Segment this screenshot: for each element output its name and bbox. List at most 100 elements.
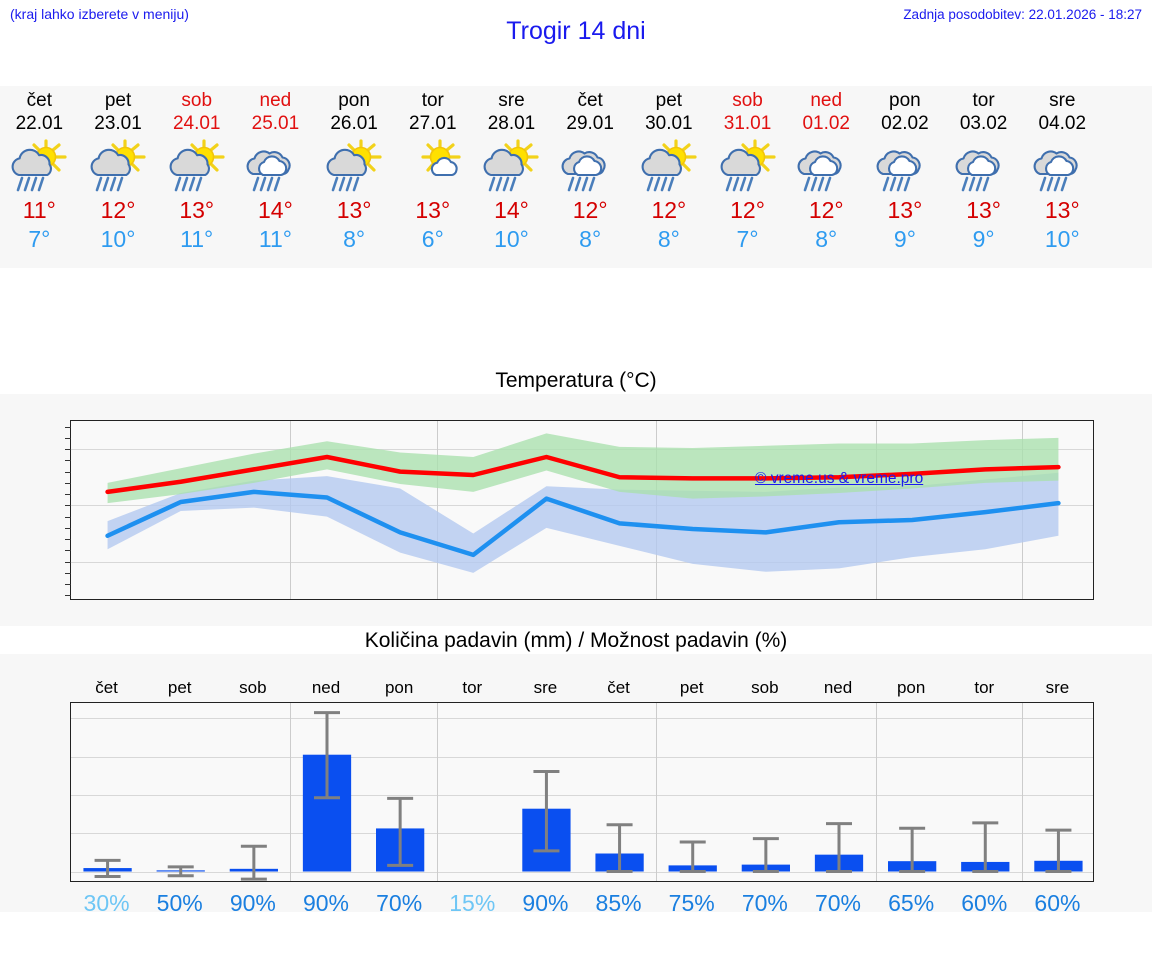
- day-column: pon 26.01 13° 8°: [315, 86, 394, 268]
- precipitation-probability-label: 65%: [888, 890, 935, 916]
- day-name: sob: [181, 90, 213, 111]
- day-column: sre 28.01 14° 10°: [472, 86, 551, 268]
- day-column: tor 03.02 13° 9°: [944, 86, 1023, 268]
- cloud-rain-icon: [561, 150, 606, 192]
- precipitation-probability-label: 30%: [83, 890, 130, 916]
- weather-icon-wrapper: [472, 137, 551, 195]
- sun-cloud-rain-icon: [11, 139, 67, 192]
- day-column: tor 27.01 13° 6°: [393, 86, 472, 268]
- temperature-max: 12°: [100, 197, 136, 223]
- day-name: sre: [1049, 90, 1076, 111]
- temperature-max: 13°: [336, 197, 372, 223]
- precipitation-probability-label: 70%: [814, 890, 862, 916]
- day-date: 27.01: [409, 113, 457, 134]
- error-bar: [972, 821, 999, 874]
- weather-icon-wrapper: [630, 137, 709, 195]
- precipitation-probability-label: 90%: [302, 890, 350, 916]
- temperature-min: 9°: [893, 226, 916, 252]
- error-bar: [606, 823, 633, 874]
- y-axis-minor-tick: [65, 460, 71, 462]
- x-axis-day-label: pet: [167, 678, 192, 697]
- error-bar: [167, 865, 194, 878]
- temperature-max: 13°: [1044, 197, 1080, 223]
- temperature-max: 13°: [966, 197, 1001, 223]
- day-date: 30.01: [645, 113, 693, 134]
- precipitation-series-svg: [83, 711, 1083, 881]
- temperature-max: 14°: [258, 197, 293, 223]
- x-axis-day-label: ned: [823, 678, 853, 697]
- day-name: sob: [732, 90, 763, 111]
- temperature-min: 8°: [657, 226, 680, 252]
- day-column: ned 25.01 14° 11°: [236, 86, 315, 268]
- temperature-min: 7°: [736, 226, 759, 252]
- gridline-vertical: [1021, 703, 1023, 881]
- precipitation-probability-label: 75%: [668, 890, 715, 916]
- precipitation-chart-title: Količina padavin (mm) / Možnost padavin …: [0, 628, 1152, 654]
- temperature-max: 12°: [651, 197, 687, 223]
- temperature-min: 11°: [258, 226, 292, 252]
- temperature-min: 10°: [494, 226, 529, 252]
- gridline-horizontal: [71, 756, 1093, 758]
- y-axis-minor-tick: [65, 595, 71, 597]
- precipitation-probability-label: 60%: [1034, 890, 1081, 916]
- x-axis-day-label: pet: [679, 678, 704, 697]
- temperature-max: 12°: [730, 197, 765, 223]
- y-axis-minor-tick: [65, 482, 71, 484]
- temperature-max: 12°: [808, 197, 844, 223]
- precipitation-probability-label: 70%: [741, 890, 788, 916]
- day-name: pet: [104, 90, 132, 111]
- y-axis-minor-tick: [65, 516, 71, 518]
- weather-icon-wrapper: [1023, 137, 1102, 195]
- y-axis-minor-tick: [65, 494, 71, 496]
- day-date: 02.02: [881, 113, 929, 134]
- y-axis-minor-tick: [65, 437, 71, 439]
- error-bar: [94, 858, 121, 878]
- sun-cloud-rain-icon: [169, 139, 225, 192]
- error-bar: [1045, 828, 1072, 874]
- day-date: 31.01: [723, 113, 772, 134]
- y-axis-minor-tick: [65, 527, 71, 529]
- day-name: pon: [889, 90, 921, 111]
- temperature-chart-title: Temperatura (°C): [0, 368, 1152, 394]
- gridline-horizontal: [71, 871, 1093, 873]
- temperature-min: 7°: [28, 226, 51, 252]
- day-column: sob 31.01 12° 7°: [708, 86, 787, 268]
- x-axis-day-label: sre: [533, 678, 558, 697]
- day-column: čet 22.01 11° 7°: [0, 86, 79, 268]
- day-name: čet: [577, 90, 603, 111]
- x-axis-day-label: sob: [751, 678, 779, 697]
- temperature-chart-panel: Temperatura (°C) 51015: [0, 368, 1152, 626]
- precipitation-probability-label: 50%: [156, 890, 203, 916]
- copyright-link[interactable]: © vreme.us & vreme.pro: [755, 470, 924, 487]
- temperature-max: 13°: [887, 197, 923, 223]
- weather-icon-wrapper: [551, 137, 630, 195]
- x-axis-day-label: pon: [896, 678, 926, 697]
- x-axis-day-label: čet: [607, 678, 630, 697]
- precipitation-probability-label: 90%: [522, 890, 569, 916]
- day-name: tor: [972, 90, 995, 111]
- day-date: 25.01: [251, 113, 300, 134]
- last-update-label: Zadnja posodobitev: 22.01.2026 - 18:27: [903, 7, 1142, 22]
- temperature-max: 14°: [494, 197, 529, 223]
- day-column: sre 04.02 13° 10°: [1023, 86, 1102, 268]
- weather-icon-wrapper: [944, 137, 1023, 195]
- x-axis-day-label: sre: [1045, 678, 1070, 697]
- sun-cloud-rain-icon: [720, 139, 776, 192]
- precipitation-probability-label: 60%: [961, 890, 1008, 916]
- weather-icon-wrapper: [787, 137, 866, 195]
- y-axis-minor-tick: [65, 449, 71, 451]
- temperature-max: 13°: [179, 197, 215, 223]
- y-axis-minor-tick: [65, 471, 71, 473]
- day-name: pet: [655, 90, 683, 111]
- day-name: tor: [421, 90, 444, 111]
- temperature-min: 6°: [421, 226, 444, 252]
- weather-icon-wrapper: [393, 137, 472, 195]
- sun-cloud-rain-icon: [484, 139, 540, 192]
- temperature-line: [105, 489, 1061, 558]
- gridline-vertical: [436, 421, 438, 599]
- gridline-horizontal: [71, 833, 1093, 835]
- x-axis-day-label: sob: [239, 678, 267, 697]
- cloud-rain-icon: [1033, 150, 1078, 192]
- day-column: pet 30.01 12° 8°: [630, 86, 709, 268]
- cloud-rain-icon: [876, 150, 921, 192]
